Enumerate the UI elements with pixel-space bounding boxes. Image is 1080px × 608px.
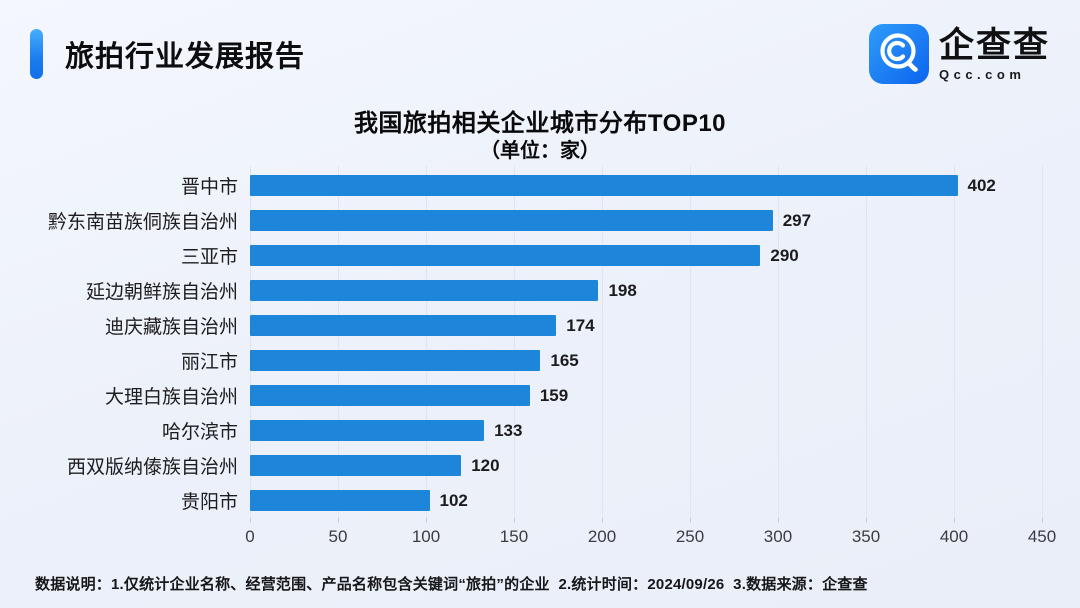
- category-label: 丽江市: [180, 352, 238, 373]
- category-label: 晋中市: [180, 177, 238, 198]
- gridline: [1042, 166, 1043, 518]
- value-label: 290: [770, 245, 799, 265]
- x-tick-mark: [426, 518, 427, 523]
- data-notes: 数据说明：1.仅统计企业名称、经营范围、产品名称包含关键词“旅拍”的企业 2.统…: [35, 576, 868, 593]
- bar: [250, 490, 430, 511]
- x-tick-label: 150: [499, 527, 529, 546]
- bar-row: 297: [250, 203, 1042, 238]
- category-label: 大理白族自治州: [104, 387, 238, 408]
- x-tick-label: 50: [328, 527, 348, 546]
- qcc-logo-domain: Qcc.com: [938, 66, 1026, 82]
- category-label: 迪庆藏族自治州: [104, 317, 238, 338]
- value-label: 133: [494, 420, 523, 440]
- x-tick-mark: [338, 518, 339, 523]
- bar-chart: 晋中市黔东南苗族侗族自治州三亚市延边朝鲜族自治州迪庆藏族自治州丽江市大理白族自治…: [38, 166, 1056, 550]
- qcc-logo-text: 企查查 Qcc.com: [939, 28, 1050, 81]
- gridline: [866, 166, 867, 518]
- bar: [250, 385, 530, 406]
- value-label: 159: [539, 385, 569, 405]
- value-label: 120: [471, 455, 500, 475]
- bar-row: 159: [250, 378, 1042, 413]
- gridline: [426, 166, 427, 518]
- category-axis: 晋中市黔东南苗族侗族自治州三亚市延边朝鲜族自治州迪庆藏族自治州丽江市大理白族自治…: [38, 168, 250, 550]
- plot-area: 402 297 290 198 174 165 159 133 120 102: [250, 166, 1043, 518]
- bar-row: 290: [250, 238, 1042, 273]
- gridline: [602, 166, 603, 518]
- x-tick-mark: [954, 518, 955, 523]
- bar-row: 198: [250, 273, 1042, 308]
- x-tick-label: 250: [675, 527, 705, 546]
- x-axis: 0 50 100 150 200 250 300 350 400 450: [245, 518, 1056, 550]
- bar-row: 174: [250, 308, 1042, 343]
- gridline: [338, 166, 339, 518]
- bar: [250, 210, 773, 231]
- qcc-logo-icon: [868, 24, 929, 84]
- category-label: 三亚市: [180, 247, 238, 268]
- x-tick-label: 350: [851, 527, 881, 546]
- x-tick-mark: [602, 518, 603, 523]
- bar: [250, 420, 485, 441]
- category-label: 西双版纳傣族自治州: [66, 457, 238, 478]
- category-label: 哈尔滨市: [161, 422, 238, 443]
- bar: [250, 315, 557, 336]
- report-header: 旅拍行业发展报告 企查查 Qcc.com: [30, 24, 1050, 84]
- x-tick-mark: [1042, 518, 1043, 523]
- chart-title: 我国旅拍相关企业城市分布TOP10: [353, 110, 727, 137]
- bar: [250, 280, 599, 301]
- x-tick-label: 300: [763, 527, 793, 546]
- qcc-logo-name: 企查查: [938, 25, 1050, 65]
- value-label: 165: [550, 350, 579, 370]
- bar: [250, 175, 958, 196]
- x-tick-mark: [513, 518, 515, 523]
- value-label: 174: [566, 315, 595, 335]
- x-tick-label: 100: [411, 527, 441, 546]
- value-label: 402: [967, 175, 996, 195]
- x-tick-mark: [250, 518, 251, 523]
- x-tick-mark: [866, 518, 867, 523]
- plot-column: 402 297 290 198 174 165 159 133 120 102 0 50 100 150…: [245, 166, 1056, 550]
- value-label: 198: [608, 280, 637, 300]
- bar-row: 102: [250, 483, 1042, 518]
- category-label: 延边朝鲜族自治州: [85, 282, 238, 303]
- report-title: 旅拍行业发展报告: [65, 41, 306, 73]
- bar-row: 402: [250, 168, 1042, 203]
- gridline: [513, 166, 515, 518]
- category-label: 黔东南苗族侗族自治州: [47, 212, 238, 233]
- value-label: 297: [782, 210, 812, 230]
- bar-row: 133: [250, 413, 1042, 448]
- x-tick-mark: [690, 518, 691, 523]
- bar-row: 120: [250, 448, 1042, 483]
- bar: [250, 350, 541, 371]
- x-tick-label: 200: [587, 527, 617, 546]
- x-tick-label: 450: [1027, 527, 1057, 546]
- qcc-logo: 企查查 Qcc.com: [868, 24, 1050, 84]
- x-tick-mark: [777, 518, 779, 523]
- chart-subtitle: （单位：家）: [480, 140, 600, 162]
- category-label: 贵阳市: [180, 492, 238, 513]
- bar: [250, 245, 761, 266]
- gridline: [954, 166, 955, 518]
- value-label: 102: [439, 490, 468, 510]
- bar-row: 165: [250, 343, 1042, 378]
- gridline: [777, 166, 779, 518]
- x-tick-label: 400: [939, 527, 969, 546]
- gridline: [250, 166, 251, 518]
- header-accent-bar: [30, 29, 43, 79]
- bar: [250, 455, 462, 476]
- gridline: [690, 166, 691, 518]
- x-tick-label: 0: [245, 527, 255, 546]
